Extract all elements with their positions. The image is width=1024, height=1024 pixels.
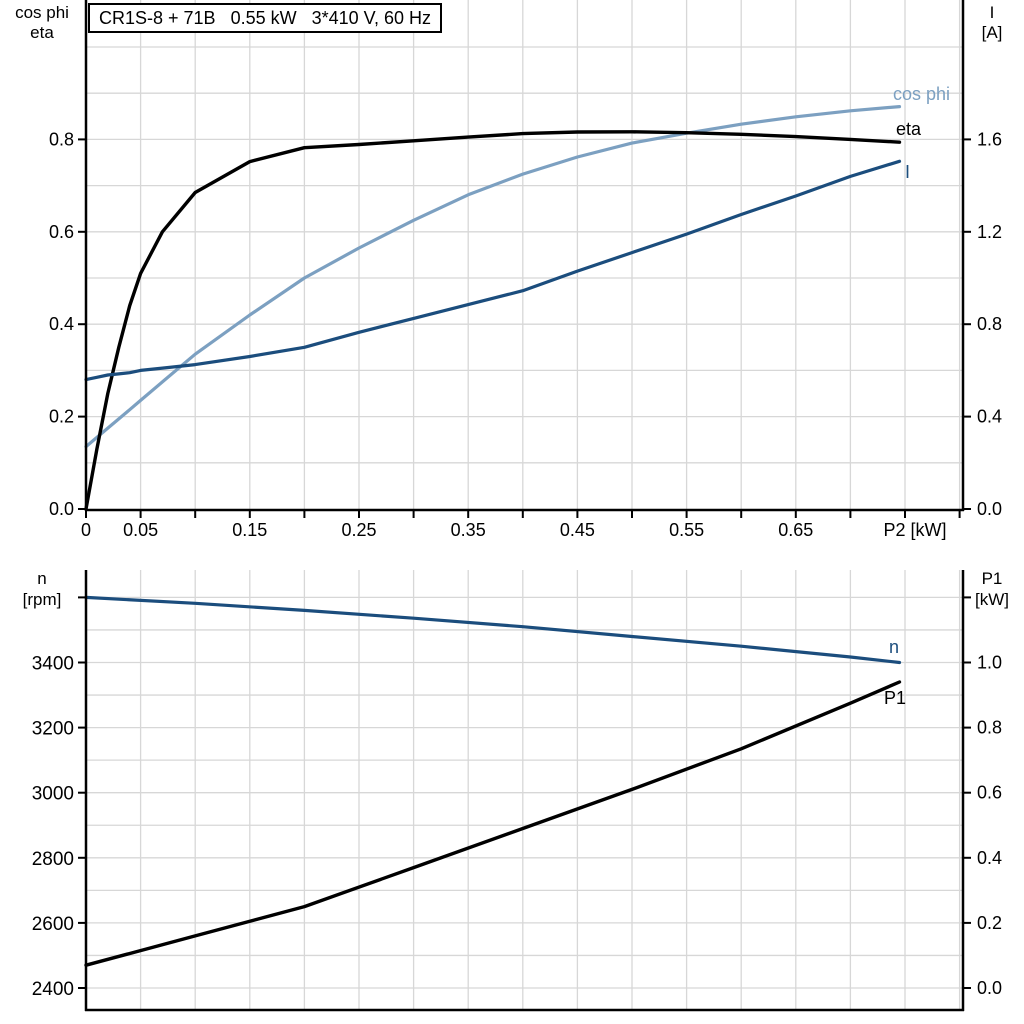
bottom-right-axis-title-P1: P1 <box>981 569 1003 588</box>
tick-label-left-bottom: 2800 <box>32 849 74 870</box>
tick-label-right-top: 1.2 <box>977 222 1002 242</box>
tick-label-left-top: 0.2 <box>49 407 74 427</box>
curve-label-eta: eta <box>896 119 922 139</box>
tick-label-left-top: 0.4 <box>49 314 74 334</box>
bottom-right-axis-title-kW: [kW] <box>975 590 1009 609</box>
curve-eta <box>84 130 902 511</box>
curve-label-current: I <box>905 162 911 182</box>
curve-n <box>84 595 902 665</box>
top-left-axis-title-eta: eta <box>30 23 54 42</box>
curve-label-cos-phi: cos phi <box>893 84 951 104</box>
tick-label-right-top: 0.4 <box>977 407 1002 427</box>
tick-label-x-top: 0.25 <box>341 520 376 540</box>
tick-label-right-top: 0.8 <box>977 314 1002 334</box>
tick-label-left-bottom: 3400 <box>32 654 74 675</box>
tick-label-left-bottom: 3000 <box>32 784 74 805</box>
tick-label-right-bottom: 0.6 <box>977 783 1002 803</box>
chart-title-box: CR1S-8 + 71B 0.55 kW 3*410 V, 60 Hz <box>88 3 443 33</box>
tick-label-x-top: 0.65 <box>778 520 813 540</box>
curve-cos-phi <box>84 105 902 449</box>
tick-label-left-bottom: 3200 <box>32 719 74 740</box>
curve-label-p1: P1 <box>884 688 907 708</box>
tick-label-right-top: 0.0 <box>977 499 1002 519</box>
tick-label-x-top: 0.35 <box>451 520 486 540</box>
curve-label-n: n <box>889 637 900 657</box>
bottom-left-axis-title-n: n <box>37 569 47 588</box>
tick-label-right-bottom: 0.4 <box>977 848 1002 868</box>
curve-current <box>84 159 902 382</box>
tick-label-x-top: 0.45 <box>560 520 595 540</box>
tick-label-x-top: 0.05 <box>123 520 158 540</box>
tick-label-left-top: 0.6 <box>49 222 74 242</box>
top-left-axis-title-cosphi: cos phi <box>15 3 69 22</box>
x-axis-label-p2: P2 [kW] <box>883 520 946 540</box>
tick-label-right-bottom: 0.0 <box>977 978 1002 998</box>
top-right-axis-title-I: I <box>989 3 995 22</box>
tick-label-x-top: 0.15 <box>232 520 267 540</box>
tick-label-right-bottom: 0.2 <box>977 913 1002 933</box>
tick-label-x-top: 0 <box>81 520 91 540</box>
bottom-left-axis-title-rpm: [rpm] <box>22 590 62 609</box>
tick-label-left-top: 0.0 <box>49 499 74 519</box>
tick-label-right-bottom: 0.8 <box>977 718 1002 738</box>
curve-p1 <box>84 680 902 967</box>
tick-label-left-top: 0.8 <box>49 129 74 149</box>
tick-label-left-bottom: 2400 <box>32 979 74 1000</box>
tick-label-right-bottom: 1.0 <box>977 653 1002 673</box>
tick-label-x-top: 0.55 <box>669 520 704 540</box>
tick-label-right-top: 1.6 <box>977 129 1002 149</box>
tick-label-left-bottom: 2600 <box>32 914 74 935</box>
top-right-axis-title-A: [A] <box>981 23 1003 42</box>
